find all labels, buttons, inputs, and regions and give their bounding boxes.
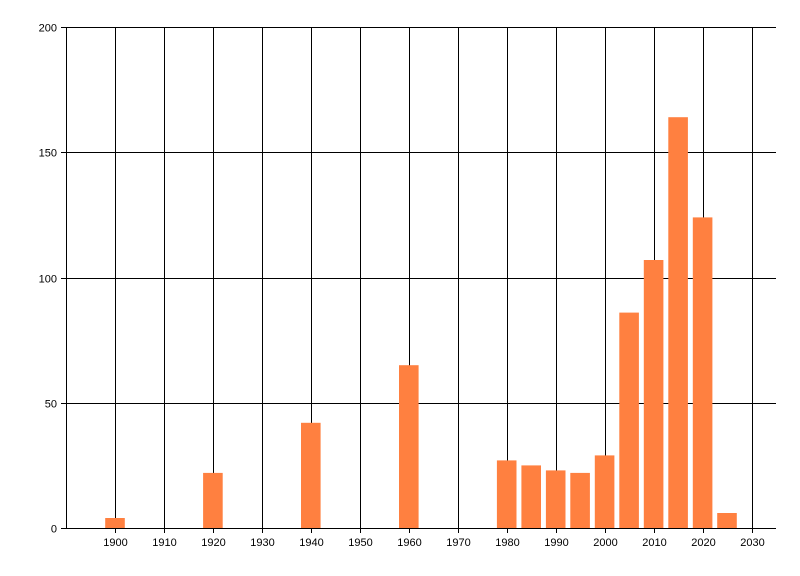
x-tick-label: 2000 — [593, 537, 617, 549]
bar-1990 — [545, 470, 566, 528]
bar-1960 — [399, 365, 419, 528]
bar-2025 — [717, 513, 737, 528]
x-tick-label: 1920 — [201, 537, 225, 549]
axes — [61, 27, 776, 533]
bar-1980 — [496, 460, 517, 528]
y-tick-label: 200 — [39, 23, 57, 35]
y-tick-label: 150 — [39, 148, 57, 160]
y-tick-label: 50 — [45, 399, 57, 411]
x-tick-label: 1900 — [103, 537, 127, 549]
bar-1940 — [301, 422, 321, 528]
x-tick-label: 1970 — [446, 537, 470, 549]
bar-1995 — [570, 472, 590, 528]
x-tick-label: 1940 — [299, 537, 323, 549]
x-tick-label: 1910 — [152, 537, 176, 549]
y-axis-tick-labels: 0 50 100 150 200 — [39, 23, 57, 536]
x-tick-label: 2020 — [691, 537, 715, 549]
bar-2020 — [692, 217, 713, 528]
y-tick-label: 100 — [39, 274, 57, 286]
x-tick-label: 1930 — [250, 537, 274, 549]
x-tick-label: 1980 — [495, 537, 519, 549]
bar-1985 — [521, 465, 541, 528]
x-tick-label: 1950 — [348, 537, 372, 549]
bar-1920 — [203, 472, 223, 528]
bar-2015 — [668, 117, 688, 528]
x-tick-label: 2030 — [740, 537, 764, 549]
y-tick-label: 0 — [51, 524, 57, 536]
bars — [105, 117, 737, 528]
bar-2005 — [619, 312, 639, 528]
bar-2000 — [594, 455, 615, 528]
bar-2010 — [643, 260, 664, 528]
x-axis-tick-labels: 1900 1910 1920 1930 1940 1950 1960 1970 1980 1990… — [103, 537, 764, 549]
x-tick-label: 1960 — [397, 537, 421, 549]
bar-1900 — [105, 518, 125, 528]
x-tick-label: 2010 — [642, 537, 666, 549]
x-tick-label: 1990 — [544, 537, 568, 549]
